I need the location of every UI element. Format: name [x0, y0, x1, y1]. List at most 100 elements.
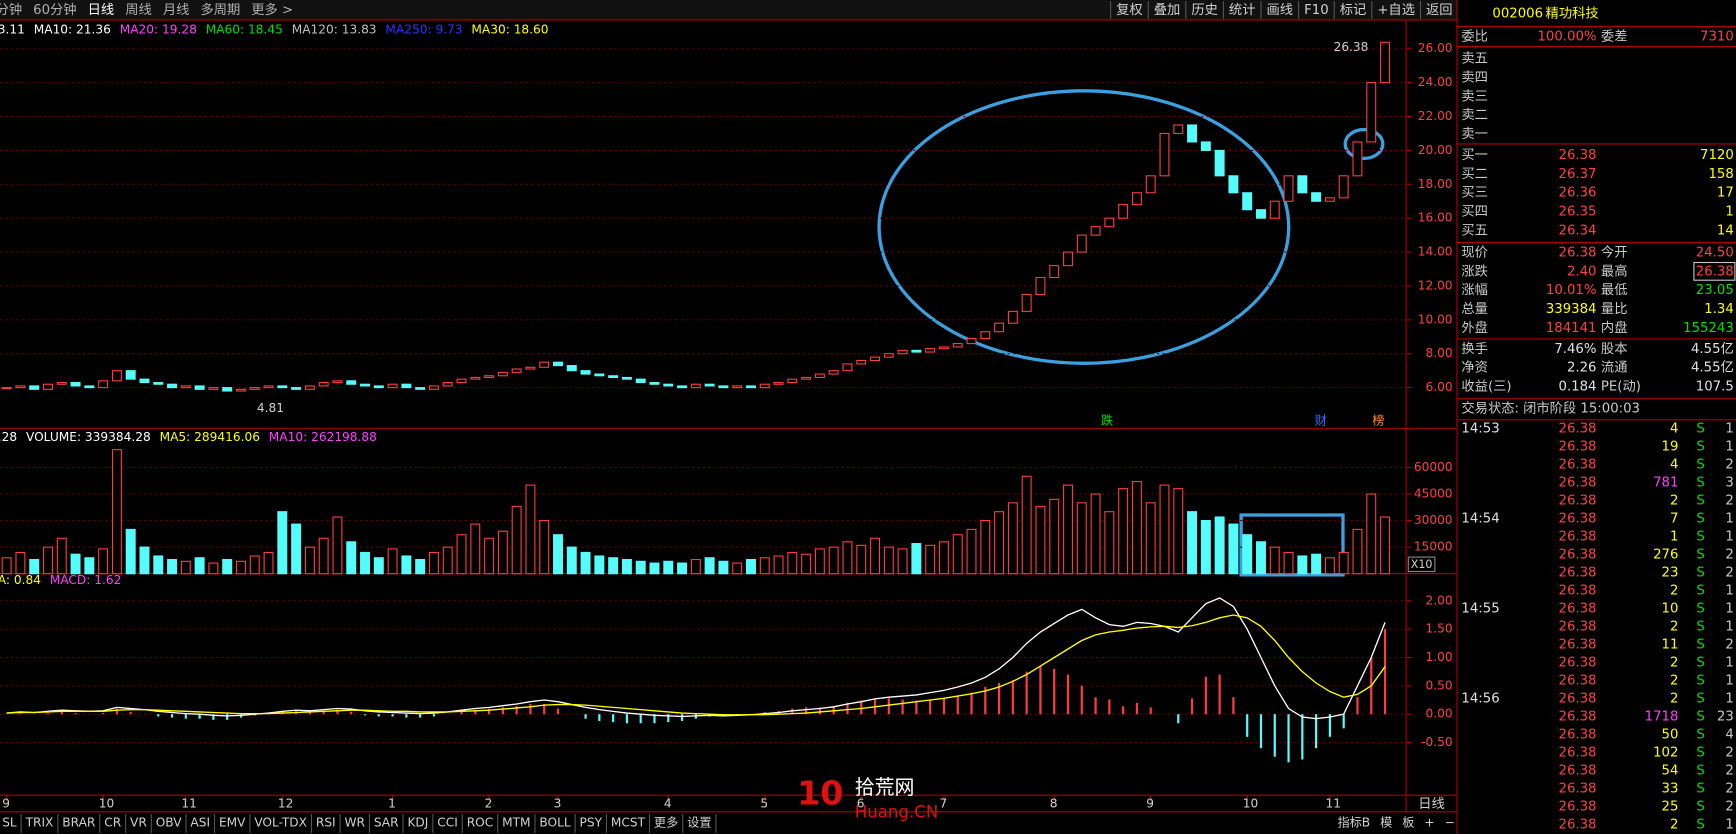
right-tab[interactable]: − [1445, 815, 1455, 829]
candle [994, 322, 1005, 333]
candle [1366, 82, 1377, 143]
toolbar-button[interactable]: 复权 [1116, 1, 1143, 18]
toolbar-button[interactable]: F10 [1304, 3, 1329, 18]
volume-bar [484, 537, 495, 575]
indicator-tab[interactable]: EMV [219, 815, 246, 829]
indicator-tab[interactable]: BRAR [62, 815, 96, 829]
stat-label: 量比 [1601, 301, 1628, 317]
volume-bar [539, 520, 550, 575]
unit-box [1407, 556, 1436, 573]
candle [1242, 192, 1253, 211]
tick-side: S [1696, 674, 1704, 689]
stat-label: 最低 [1601, 282, 1628, 298]
candle [70, 381, 81, 387]
period-tab[interactable]: 60分钟 [33, 1, 76, 18]
tick-count: 2 [1725, 566, 1733, 581]
toolbar-button[interactable]: 历史 [1191, 2, 1218, 18]
period-tab[interactable]: 分钟 [0, 1, 22, 18]
indicator-tab[interactable]: OBV [156, 815, 183, 829]
volume-bar [1021, 475, 1032, 575]
toolbar-button[interactable]: +自选 [1377, 2, 1415, 18]
tick-volume: 7 [1670, 512, 1678, 527]
volume-bar [470, 523, 481, 575]
right-tab[interactable]: + [1424, 815, 1434, 829]
indicator-tab[interactable]: TRIX [25, 815, 54, 829]
tick-side: S [1696, 530, 1704, 545]
indicator-tab[interactable]: 设置 [687, 815, 711, 829]
indicator-tab[interactable]: CR [104, 815, 121, 829]
indicator-tab[interactable]: ROC [467, 815, 494, 829]
volume-bar [1269, 546, 1280, 575]
indicator-tab[interactable]: MCST [611, 815, 646, 829]
y-tick-label: 18.00 [1418, 177, 1453, 191]
candle [801, 376, 812, 380]
ask-label: 卖四 [1461, 70, 1488, 86]
indicator-tab[interactable]: VR [130, 815, 147, 829]
tick-count: 1 [1725, 584, 1733, 599]
indicator-legend: MA5: 289416.06 [160, 430, 260, 444]
candle [29, 385, 40, 390]
indicator-tab[interactable]: BOLL [539, 815, 570, 829]
candle [1035, 276, 1046, 295]
toolbar-button[interactable]: 统计 [1229, 2, 1256, 18]
volume-bar [828, 546, 839, 575]
indicator-legend: MA10: 21.36 [34, 22, 111, 36]
period-tab[interactable]: 多周期 [200, 1, 240, 18]
candle [1063, 251, 1073, 267]
y-tick-label: 30000 [1414, 513, 1453, 527]
candle [621, 376, 632, 380]
tick-time: 14:56 [1461, 692, 1499, 707]
candle [415, 387, 426, 390]
tick-volume: 11 [1662, 638, 1679, 653]
volume-bar [346, 541, 357, 575]
indicator-tab[interactable]: ASI [190, 815, 210, 829]
tick-count: 1 [1725, 530, 1733, 545]
candle [111, 370, 122, 382]
tick-volume: 1718 [1645, 710, 1679, 725]
volume-bar [1352, 528, 1363, 575]
period-tab[interactable]: 日线 [88, 2, 115, 18]
volume-bar [111, 449, 122, 575]
candle [387, 383, 398, 389]
indicator-tab[interactable]: KDJ [407, 815, 428, 829]
tick-price: 26.38 [1559, 656, 1597, 671]
stat-value: 24.50 [1696, 246, 1734, 261]
period-tab[interactable]: 更多 > [251, 1, 293, 18]
candle [153, 381, 164, 385]
right-tab[interactable]: 模 [1380, 815, 1392, 829]
indicator-tab[interactable]: VOL-TDX [254, 815, 307, 829]
tick-count: 1 [1725, 692, 1733, 707]
toolbar-button[interactable]: 返回 [1426, 2, 1453, 18]
stat-value: 0.184 [1559, 380, 1597, 395]
toolbar-button[interactable]: 画线 [1267, 2, 1294, 18]
tick-volume: 2 [1670, 818, 1678, 833]
indicator-tab[interactable]: CCI [437, 815, 458, 829]
indicator-legend: MA250: 9.73 [385, 22, 462, 36]
tick-side: S [1696, 728, 1704, 743]
candle [842, 363, 853, 372]
right-tab[interactable]: 指标B [1337, 814, 1370, 829]
volume-bar [732, 562, 743, 575]
candle [1380, 41, 1391, 84]
volume-bar [759, 557, 770, 575]
y-tick-label: 60000 [1414, 460, 1453, 474]
candle [745, 385, 756, 389]
tick-side: S [1696, 692, 1704, 707]
period-tab[interactable]: 周线 [125, 2, 152, 18]
toolbar-button[interactable]: 标记 [1340, 2, 1367, 18]
indicator-tab[interactable]: SAR [374, 815, 399, 829]
indicator-tab[interactable]: SL [2, 815, 17, 829]
indicator-tab[interactable]: RSI [316, 815, 336, 829]
indicator-tab[interactable]: MTM [502, 815, 530, 829]
period-tab[interactable]: 月线 [163, 2, 190, 18]
volume-bar [29, 558, 40, 575]
indicator-tab[interactable]: WR [345, 815, 366, 829]
indicator-tab[interactable]: PSY [580, 815, 603, 829]
toolbar-button[interactable]: 叠加 [1154, 2, 1181, 18]
volume-bar [801, 553, 812, 575]
right-tab[interactable]: 板 [1402, 815, 1414, 829]
indicator-tab[interactable]: 更多 [654, 815, 678, 829]
tick-volume: 50 [1662, 728, 1679, 743]
y-tick-label: -0.50 [1421, 735, 1452, 749]
volume-bar [553, 534, 563, 575]
